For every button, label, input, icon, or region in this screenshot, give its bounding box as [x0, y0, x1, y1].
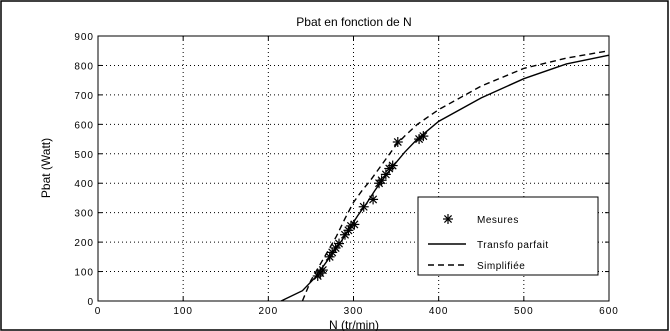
legend-marker-icon — [443, 214, 453, 224]
legend-box — [417, 196, 599, 276]
chart-title: Pbat en fonction de N — [296, 15, 411, 29]
legend: Mesures Transfo parfait Simplifiée — [417, 196, 599, 276]
y-tick-label: 200 — [74, 238, 94, 249]
y-tick-label: 700 — [74, 91, 94, 102]
x-tick-label: 0 — [95, 306, 102, 317]
y-axis-ticks: 0 100 200 300 400 500 600 700 800 900 — [74, 32, 609, 308]
legend-label: Simplifiée — [477, 261, 525, 272]
y-tick-label: 800 — [74, 61, 94, 72]
legend-label: Mesures — [477, 215, 519, 226]
data-point-marker — [418, 131, 429, 142]
x-tick-label: 400 — [429, 306, 449, 317]
x-axis-ticks: 0 100 200 300 400 500 600 — [95, 36, 619, 317]
x-tick-label: 500 — [514, 306, 534, 317]
y-tick-label: 900 — [74, 32, 94, 43]
series-line-transfo-parfait — [280, 54, 610, 302]
x-axis-label: N (tr/min) — [329, 318, 379, 331]
y-tick-label: 0 — [87, 297, 94, 308]
y-tick-label: 500 — [74, 150, 94, 161]
series-layer — [280, 50, 610, 302]
y-tick-label: 400 — [74, 179, 94, 190]
data-point-marker — [392, 137, 403, 147]
x-tick-label: 100 — [173, 306, 193, 317]
y-tick-label: 600 — [74, 120, 94, 131]
legend-label: Transfo parfait — [477, 240, 549, 251]
x-tick-label: 600 — [599, 306, 619, 317]
data-point-marker — [317, 265, 328, 276]
y-tick-label: 300 — [74, 209, 94, 220]
data-point-marker — [380, 169, 391, 180]
series-line-simplifiee — [301, 50, 610, 302]
y-axis-label: Pbat (Watt) — [39, 138, 53, 198]
y-tick-label: 100 — [74, 268, 94, 279]
x-tick-label: 200 — [258, 306, 278, 317]
data-point-marker — [387, 160, 398, 171]
x-tick-label: 300 — [344, 306, 364, 317]
